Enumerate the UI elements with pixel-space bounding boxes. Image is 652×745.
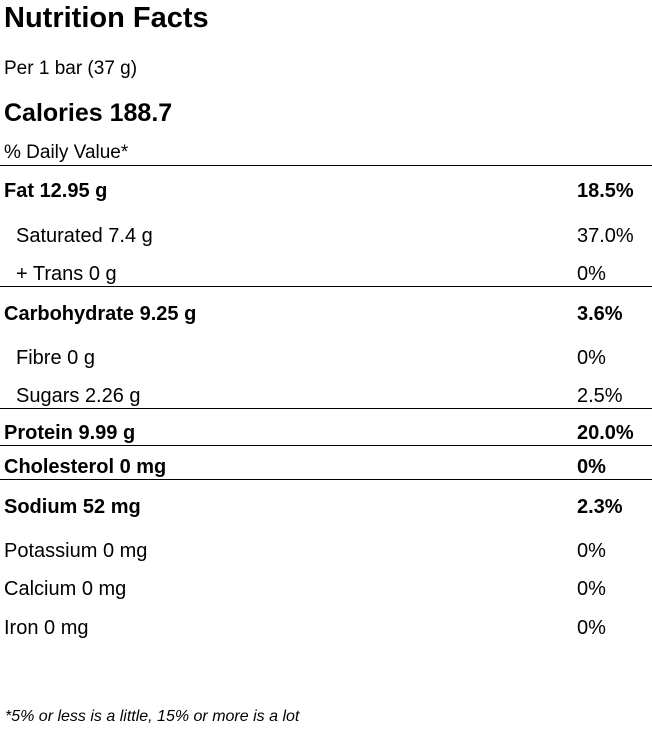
nutrient-amount: 52 mg	[82, 496, 141, 518]
daily-value-footnote: *5% or less is a little, 15% or more is …	[5, 708, 300, 725]
nutrient-row-sodium: Sodium 52 mg 2.3%	[0, 479, 652, 519]
calories-label: Calories	[4, 99, 103, 127]
nutrient-amount: 12.95 g	[39, 180, 108, 202]
nutrient-daily-value: 18.5%	[577, 180, 634, 202]
nutrient-amount: 0 g	[88, 263, 117, 285]
nutrient-row-potassium: Potassium 0 mg 0%	[0, 519, 652, 563]
nutrient-name: + Trans 0 g	[16, 263, 117, 285]
nutrient-daily-value: 0%	[577, 578, 606, 600]
nutrition-facts-title: Nutrition Facts	[4, 2, 209, 34]
nutrient-row-protein: Protein 9.99 g 20.0%	[0, 408, 652, 445]
nutrient-amount: 0 mg	[81, 578, 127, 600]
nutrient-row-calcium: Calcium 0 mg 0%	[0, 563, 652, 601]
nutrient-row-iron: Iron 0 mg 0%	[0, 601, 652, 640]
nutrient-row-sugars: Sugars 2.26 g 2.5%	[0, 370, 652, 408]
nutrient-name: Protein 9.99 g	[4, 422, 136, 444]
nutrient-amount: 7.4 g	[108, 225, 153, 247]
nutrient-daily-value: 2.3%	[577, 496, 623, 518]
nutrient-name: Potassium 0 mg	[4, 540, 148, 562]
nutrient-table: Fat 12.95 g 18.5% Saturated 7.4 g 37.0% …	[0, 165, 652, 640]
nutrient-daily-value: 0%	[577, 540, 606, 562]
nutrient-amount: 0 mg	[44, 617, 89, 639]
nutrient-name: Fat 12.95 g	[4, 180, 108, 202]
nutrient-amount: 0 mg	[119, 456, 167, 478]
nutrient-name: Fibre 0 g	[16, 347, 95, 369]
nutrient-daily-value: 0%	[577, 456, 606, 478]
nutrient-row-saturated: Saturated 7.4 g 37.0%	[0, 203, 652, 248]
nutrient-name: Iron 0 mg	[4, 617, 89, 639]
nutrient-row-fibre: Fibre 0 g 0%	[0, 326, 652, 370]
nutrient-daily-value: 0%	[577, 347, 606, 369]
nutrient-daily-value: 0%	[577, 617, 606, 639]
nutrient-row-fat: Fat 12.95 g 18.5%	[0, 165, 652, 203]
nutrient-daily-value: 0%	[577, 263, 606, 285]
nutrient-name: Carbohydrate 9.25 g	[4, 303, 197, 325]
nutrient-daily-value: 2.5%	[577, 385, 623, 407]
nutrient-name: Cholesterol 0 mg	[4, 456, 167, 478]
nutrient-name: Sodium 52 mg	[4, 496, 141, 518]
daily-value-header: % Daily Value*	[4, 142, 129, 163]
nutrient-amount: 2.26 g	[84, 385, 141, 407]
nutrient-row-cholesterol: Cholesterol 0 mg 0%	[0, 445, 652, 479]
nutrient-name: Calcium 0 mg	[4, 578, 127, 600]
nutrient-row-trans: + Trans 0 g 0%	[0, 248, 652, 286]
nutrient-name: Saturated 7.4 g	[16, 225, 153, 247]
calories-line: Calories 188.7	[4, 99, 172, 128]
nutrient-amount: 9.99 g	[78, 422, 136, 444]
nutrient-daily-value: 3.6%	[577, 303, 623, 325]
nutrient-amount: 0 mg	[102, 540, 148, 562]
serving-size: Per 1 bar (37 g)	[4, 58, 138, 79]
nutrient-name: Sugars 2.26 g	[16, 385, 141, 407]
nutrient-amount: 9.25 g	[139, 303, 197, 325]
nutrient-daily-value: 37.0%	[577, 225, 634, 247]
calories-value: 188.7	[109, 99, 173, 127]
nutrient-row-carbohydrate: Carbohydrate 9.25 g 3.6%	[0, 286, 652, 326]
nutrient-daily-value: 20.0%	[577, 422, 634, 444]
nutrient-amount: 0 g	[67, 347, 95, 369]
